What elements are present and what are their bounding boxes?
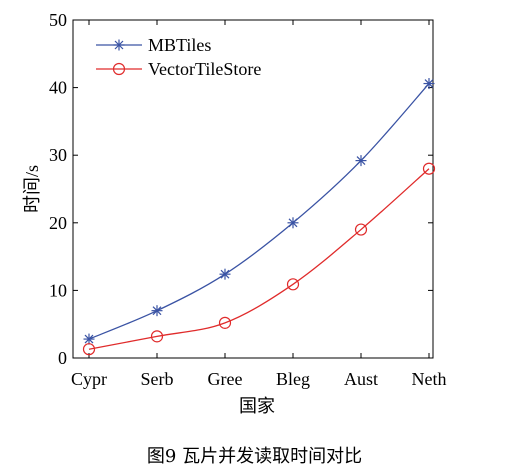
x-tick-label: Neth <box>412 369 447 389</box>
y-axis-label: 时间/s <box>22 165 42 213</box>
legend-marker <box>113 39 125 51</box>
x-tick-label: Bleg <box>276 369 310 389</box>
series-line-vectortilestore <box>88 168 430 350</box>
figure-caption: 图9 瓦片并发读取时间对比 <box>146 446 363 467</box>
series-lines <box>88 83 430 350</box>
data-point-mbtiles <box>151 305 163 317</box>
y-tick-label: 30 <box>49 145 67 165</box>
series-line-mbtiles <box>88 83 430 340</box>
x-tick-label: Cypr <box>71 369 107 389</box>
legend-label: VectorTileStore <box>148 59 261 79</box>
x-tick-label: Aust <box>344 369 378 389</box>
series-markers <box>82 78 436 356</box>
data-point-mbtiles <box>423 78 435 90</box>
data-point-mbtiles <box>355 155 367 167</box>
y-tick-label: 50 <box>49 10 67 30</box>
x-axis-label: 国家 <box>239 396 275 416</box>
line-chart: 0 10 20 30 40 50 Cypr Serb Gree Bleg Aust Neth 国家 时间/… <box>22 10 447 416</box>
data-point-vectortilestore <box>82 343 96 356</box>
data-point-vectortilestore <box>286 278 300 291</box>
data-point-vectortilestore <box>218 316 232 329</box>
legend-marker <box>112 62 126 76</box>
legend-label: MBTiles <box>148 35 211 55</box>
data-point-mbtiles <box>83 333 95 345</box>
y-tick-label: 10 <box>49 280 67 300</box>
x-tick-label: Gree <box>208 369 243 389</box>
x-tick-label: Serb <box>141 369 174 389</box>
y-tick-label: 0 <box>58 348 67 368</box>
data-point-mbtiles <box>219 268 231 280</box>
data-point-vectortilestore <box>422 162 436 175</box>
legend: MBTiles VectorTileStore <box>96 35 261 79</box>
y-tick-label: 20 <box>49 213 67 233</box>
data-point-vectortilestore <box>150 330 164 343</box>
data-point-mbtiles <box>287 217 299 229</box>
plot-frame <box>72 19 434 359</box>
data-point-vectortilestore <box>354 223 368 236</box>
chart-axes: 0 10 20 30 40 50 Cypr Serb Gree Bleg Aust Neth 国家 时间/… <box>22 10 447 416</box>
y-tick-label: 40 <box>49 78 67 98</box>
